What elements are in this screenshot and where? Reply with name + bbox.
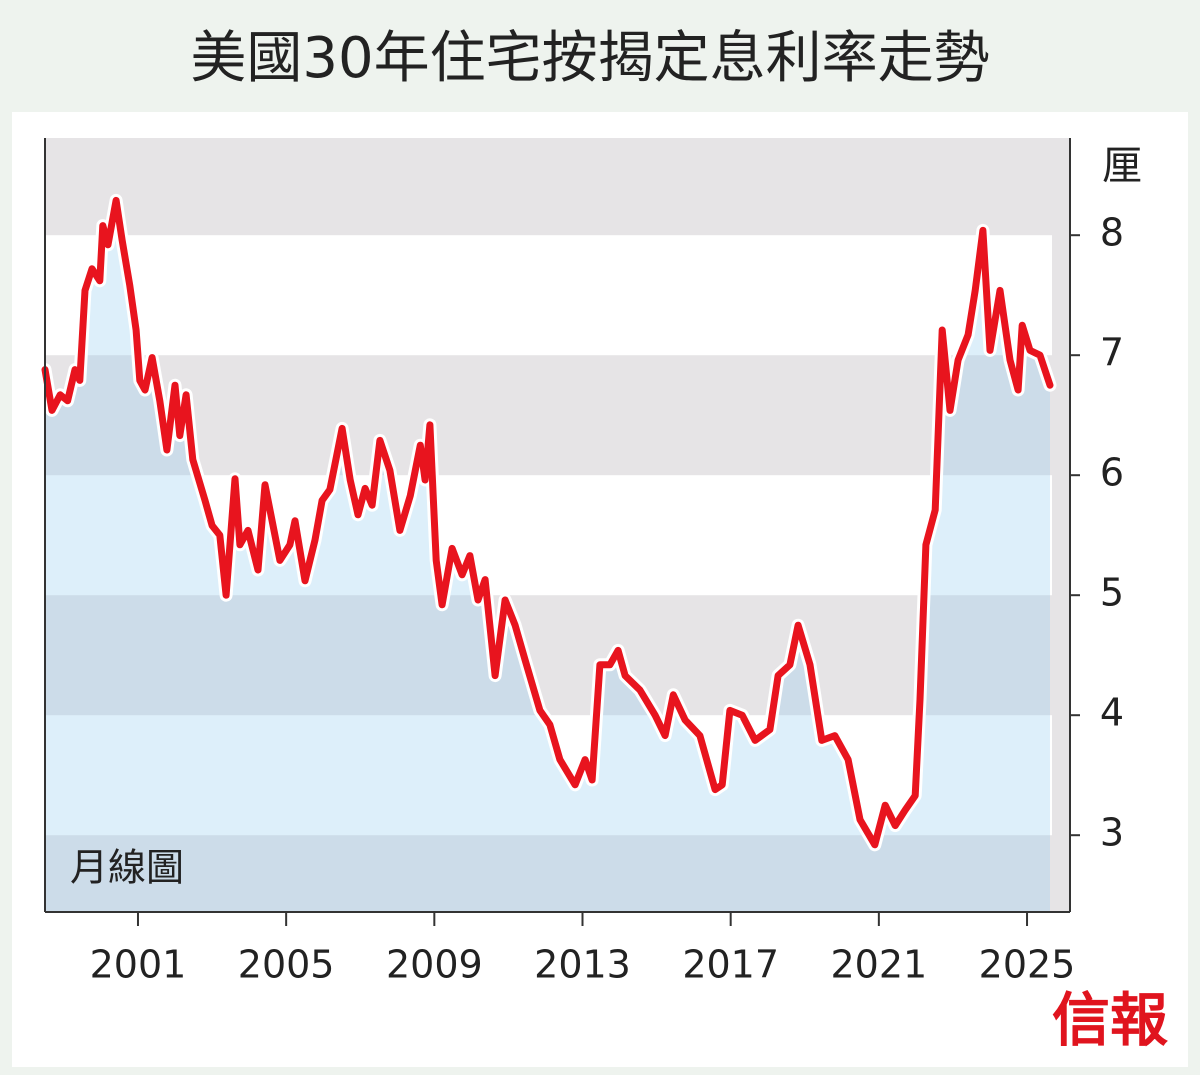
y-axis-label: 厘 [1102,143,1142,189]
chart-title: 美國30年住宅按揭定息利率走勢 [190,26,989,91]
x-tick-label: 2009 [386,943,483,987]
area [45,200,1050,912]
y-tick-label: 6 [1100,451,1124,495]
annotation: 月線圖 [70,846,184,890]
y-tick-label: 7 [1100,331,1124,375]
x-tick-label: 2005 [238,943,335,987]
line [41,196,1054,849]
band [45,235,1052,356]
source-logo: 信報 [1052,986,1168,1054]
y-tick-label: 5 [1100,571,1124,615]
y-tick-label: 8 [1100,211,1124,255]
x-tick-label: 2001 [90,943,187,987]
x-tick-label: 2021 [830,943,927,987]
x-tick-label: 2013 [534,943,631,987]
y-tick-label: 4 [1100,691,1124,735]
plot-area: 3 4 5 6 7 8 2001 2005 2009 2013 2017 2021 2025 [38,138,1124,987]
y-tick-label: 3 [1100,811,1124,855]
x-tick-label: 2017 [682,943,779,987]
x-tick-label: 2025 [979,943,1076,987]
